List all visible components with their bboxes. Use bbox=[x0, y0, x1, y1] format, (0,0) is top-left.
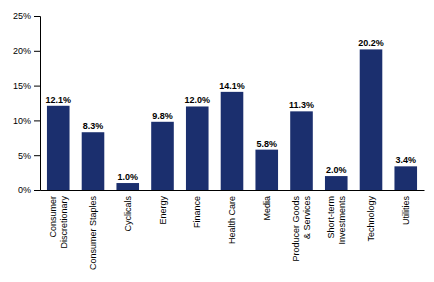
x-tick: ConsumerDiscretionary bbox=[48, 196, 69, 249]
y-tick: 25% bbox=[13, 11, 40, 21]
data-label: 5.8% bbox=[256, 139, 277, 149]
y-tick-mark bbox=[34, 16, 40, 17]
y-tick-label: 20% bbox=[13, 46, 31, 56]
data-label: 1.0% bbox=[117, 172, 138, 182]
y-tick-mark bbox=[34, 120, 40, 121]
bar bbox=[360, 49, 383, 190]
x-axis: ConsumerDiscretionary Consumer Staples Cyc… bbox=[41, 191, 425, 271]
x-tick-label: Media bbox=[262, 196, 272, 221]
x-tick: Finance bbox=[192, 196, 202, 228]
y-axis-line bbox=[34, 17, 41, 191]
y-tick: 20% bbox=[13, 46, 40, 56]
bar bbox=[82, 132, 105, 190]
data-label: 3.4% bbox=[395, 155, 416, 165]
data-label: 12.0% bbox=[184, 95, 210, 105]
y-tick-label: 15% bbox=[13, 81, 31, 91]
bar bbox=[116, 183, 139, 190]
chart: 0%5%10%15%20%25%ConsumerDiscretionaryCon… bbox=[0, 0, 434, 282]
bar bbox=[255, 150, 278, 190]
x-tick: Cyclicals bbox=[123, 196, 133, 232]
x-tick-label: Utilities bbox=[401, 196, 411, 226]
data-label: 8.3% bbox=[83, 121, 104, 131]
x-tick: Short-termInvestments bbox=[326, 196, 347, 245]
y-tick: 15% bbox=[13, 81, 40, 91]
x-tick-label: Energy bbox=[158, 196, 168, 225]
x-tick: Technology bbox=[366, 196, 376, 242]
data-label: 12.1% bbox=[45, 95, 71, 105]
bar bbox=[47, 106, 70, 190]
x-tick: Health Care bbox=[227, 196, 237, 244]
x-tick-label: Health Care bbox=[227, 196, 237, 244]
x-axis-line bbox=[41, 190, 425, 191]
y-tick-mark bbox=[34, 86, 40, 87]
x-tick-label: Consumer Staples bbox=[88, 196, 98, 271]
x-tick: Producer Goods& Services bbox=[291, 196, 312, 262]
x-tick-label: Producer Goods& Services bbox=[291, 196, 312, 262]
x-tick: Utilities bbox=[401, 196, 411, 226]
x-tick-label: Cyclicals bbox=[123, 196, 133, 232]
bar bbox=[186, 106, 209, 190]
x-tick: Energy bbox=[158, 196, 168, 225]
y-tick-label: 5% bbox=[18, 151, 31, 161]
y-tick-mark bbox=[34, 155, 40, 156]
bar bbox=[325, 176, 348, 190]
x-tick-label: Short-termInvestments bbox=[326, 196, 347, 245]
x-tick: Media bbox=[262, 196, 272, 221]
x-tick-label: Technology bbox=[366, 196, 376, 242]
data-labels: 12.1% 8.3% 1.0% 9.8% 12.0% 14.1% 5.8% 11.3% 2.0%… bbox=[45, 38, 416, 182]
data-label: 20.2% bbox=[358, 38, 384, 48]
y-tick-mark bbox=[34, 51, 40, 52]
bars bbox=[47, 49, 417, 190]
y-tick-label: 25% bbox=[13, 11, 31, 21]
y-tick-label: 0% bbox=[18, 185, 31, 195]
y-tick: 5% bbox=[18, 151, 40, 161]
x-tick-label: ConsumerDiscretionary bbox=[48, 196, 69, 249]
data-label: 14.1% bbox=[219, 81, 245, 91]
y-tick: 0% bbox=[18, 185, 40, 195]
bar bbox=[290, 111, 313, 190]
data-label: 9.8% bbox=[152, 111, 173, 121]
x-tick-label: Finance bbox=[192, 196, 202, 228]
x-tick: Consumer Staples bbox=[88, 196, 98, 271]
y-tick: 10% bbox=[13, 116, 40, 126]
bar bbox=[151, 122, 174, 190]
data-label: 2.0% bbox=[326, 165, 347, 175]
bar bbox=[394, 166, 417, 190]
y-axis: 0% 5% 10% 15% 20% 25% bbox=[13, 11, 41, 195]
data-label: 11.3% bbox=[289, 100, 314, 110]
bar bbox=[221, 92, 244, 190]
plot: 0%5%10%15%20%25%ConsumerDiscretionaryCon… bbox=[13, 11, 425, 270]
y-tick-mark bbox=[34, 190, 40, 191]
y-tick-label: 10% bbox=[13, 116, 31, 126]
